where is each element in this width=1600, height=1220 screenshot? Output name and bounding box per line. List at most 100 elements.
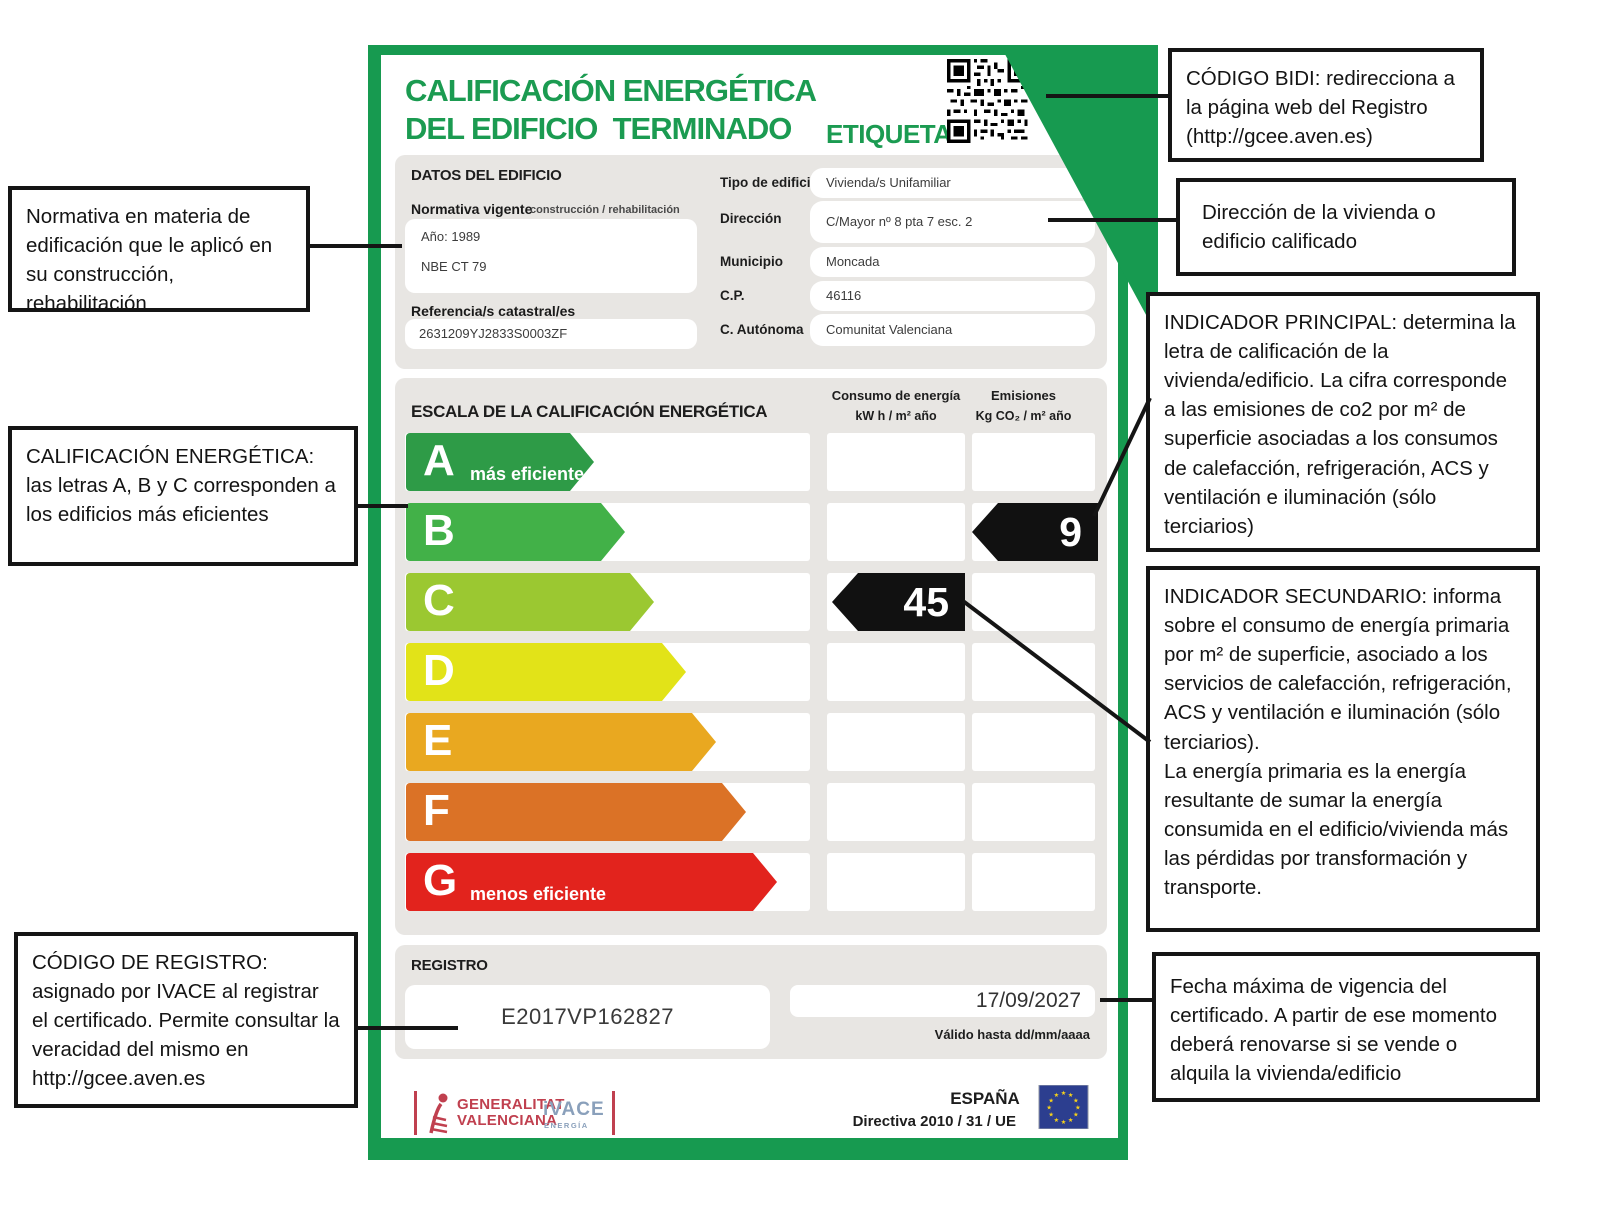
consumo-cell	[827, 713, 965, 771]
field-value-autonoma: Comunitat Valenciana	[826, 322, 953, 337]
field-value-direccion: C/Mayor nº 8 pta 7 esc. 2	[826, 214, 973, 229]
scale-row-f: F	[405, 783, 1097, 841]
normativa-box: Año: 1989 NBE CT 79	[405, 219, 697, 293]
emisiones-cell	[972, 573, 1095, 631]
eu-flag-icon: ★ ★★ ★★★ ★★★ ★★★	[1038, 1085, 1089, 1129]
rating-letter: B	[423, 506, 455, 555]
valid-until-date: 17/09/2027	[975, 989, 1081, 1012]
referencia-label: Referencia/s catastral/es	[411, 303, 576, 319]
ivace-logo-text: iVACE	[543, 1099, 605, 1120]
callout-normativa: Normativa en materia de edificación que …	[8, 186, 310, 315]
generalitat-logo-text: GENERALITAT VALENCIANA	[457, 1097, 565, 1129]
field-box-autonoma: Comunitat Valenciana	[810, 314, 1095, 346]
consumo-cell	[827, 783, 965, 841]
referencia-value: 2631209YJ2833S0003ZF	[419, 326, 568, 341]
registro-code-box: E2017VP162827	[405, 985, 770, 1049]
emisiones-column-header: Emisiones Kg CO₂ / m² año	[962, 388, 1085, 423]
consumo-title: Consumo de energía	[831, 388, 961, 403]
svg-text:★: ★	[1048, 1097, 1054, 1104]
rating-note-best: más eficiente	[470, 464, 585, 484]
referencia-box: 2631209YJ2833S0003ZF	[405, 319, 697, 349]
normativa-sublabel: construcción / rehabilitación	[530, 204, 680, 216]
connector-line	[1048, 218, 1176, 222]
connector-line	[1100, 998, 1152, 1002]
footer-divider	[612, 1091, 615, 1135]
field-box-tipo: Vivienda/s Unifamiliar	[810, 168, 1095, 198]
consumo-cell	[827, 853, 965, 911]
connector-line	[354, 1026, 458, 1030]
directiva-label: Directiva 2010 / 31 / UE	[852, 1113, 1016, 1130]
generalitat-line1: GENERALITAT	[457, 1096, 565, 1113]
callout-fecha-vigencia: Fecha máxima de vigencia del certificado…	[1152, 952, 1540, 1102]
scale-row-d: D	[405, 643, 1097, 701]
emisiones-cell	[972, 783, 1095, 841]
rating-arrow-g: G menos eficiente	[406, 853, 777, 911]
etiqueta-label: ETIQUETA	[826, 119, 952, 149]
connector-line	[1046, 94, 1168, 98]
field-value-tipo: Vivienda/s Unifamiliar	[826, 175, 951, 190]
field-box-municipio: Moncada	[810, 247, 1095, 277]
callout-calificacion-energetica: CALIFICACIÓN ENERGÉTICA: las letras A, B…	[8, 426, 358, 566]
rating-letter: D	[423, 646, 455, 695]
emisiones-cell	[972, 643, 1095, 701]
emisiones-cell	[972, 713, 1095, 771]
svg-text:★: ★	[1075, 1105, 1081, 1112]
connector-line	[308, 244, 402, 248]
consumo-cell	[827, 503, 965, 561]
svg-text:★: ★	[1073, 1112, 1079, 1119]
field-label-municipio: Municipio	[720, 254, 783, 269]
emisiones-value: 9	[1059, 509, 1082, 555]
svg-text:★: ★	[1046, 1105, 1052, 1112]
espana-label: ESPAÑA	[950, 1089, 1020, 1108]
field-value-municipio: Moncada	[826, 254, 880, 269]
rating-arrow-d: D	[406, 643, 686, 701]
callout-codigo-bidi: CÓDIGO BIDI: redirecciona a la página we…	[1168, 48, 1484, 162]
emisiones-cell	[972, 853, 1095, 911]
field-label-tipo: Tipo de edificio	[720, 175, 819, 190]
rating-letter: G	[423, 856, 458, 905]
consumo-value: 45	[903, 579, 949, 625]
generalitat-line2: VALENCIANA	[457, 1112, 558, 1129]
valid-until-box: 17/09/2027	[790, 985, 1095, 1017]
rating-letter: E	[423, 716, 453, 765]
registro-code: E2017VP162827	[501, 1004, 674, 1029]
callout-indicador-secundario: INDICADOR SECUNDARIO: informa sobre el c…	[1146, 566, 1540, 932]
scale-panel: ESCALA DE LA CALIFICACIÓN ENERGÉTICA Con…	[395, 378, 1107, 935]
normativa-label: Normativa vigente	[411, 201, 533, 217]
rating-arrow-b: B	[406, 503, 625, 561]
registro-panel: REGISTRO E2017VP162827 17/09/2027 Válido…	[395, 945, 1107, 1059]
callout-codigo-registro: CÓDIGO DE REGISTRO: asignado por IVACE a…	[14, 932, 358, 1108]
field-label-direccion: Dirección	[720, 211, 782, 226]
emisiones-indicator-arrow: 9	[972, 503, 1098, 561]
scale-row-b: B	[405, 503, 1097, 561]
rating-letter: F	[423, 786, 450, 835]
svg-text:★: ★	[1048, 1112, 1054, 1119]
footer-divider	[414, 1091, 417, 1135]
ivace-energia-label: ENERGÍA	[544, 1121, 589, 1130]
consumo-column-header: Consumo de energía kW h / m² año	[827, 388, 965, 423]
svg-text:★: ★	[1054, 1117, 1060, 1124]
field-label-autonoma: C. Autónoma	[720, 322, 804, 337]
scale-heading: ESCALA DE LA CALIFICACIÓN ENERGÉTICA	[411, 402, 768, 421]
consumo-cell	[827, 433, 965, 491]
certificate-title-line1: CALIFICACIÓN ENERGÉTICA	[405, 73, 817, 108]
connector-line	[356, 504, 408, 508]
datos-panel: DATOS DEL EDIFICIO Normativa vigente con…	[395, 155, 1107, 369]
field-box-direccion: C/Mayor nº 8 pta 7 esc. 2	[810, 201, 1095, 243]
rating-arrow-c: C	[406, 573, 654, 631]
rating-arrow-f: F	[406, 783, 746, 841]
svg-text:★: ★	[1061, 1119, 1067, 1126]
generalitat-emblem-icon	[429, 1093, 448, 1134]
field-value-cp: 46116	[826, 288, 862, 303]
datos-heading: DATOS DEL EDIFICIO	[411, 167, 562, 184]
consumo-cell	[827, 643, 965, 701]
rating-note-worst: menos eficiente	[470, 884, 607, 904]
emisiones-title: Emisiones	[990, 388, 1057, 403]
normativa-code: NBE CT 79	[421, 259, 487, 274]
svg-text:★: ★	[1073, 1097, 1079, 1104]
emisiones-cell	[972, 433, 1095, 491]
rating-arrow-e: E	[406, 713, 716, 771]
rating-arrow-a: A más eficiente	[406, 433, 594, 491]
svg-text:★: ★	[1068, 1117, 1074, 1124]
energy-certificate: CALIFICACIÓN ENERGÉTICA DEL EDIFICIO TER…	[368, 45, 1128, 1160]
